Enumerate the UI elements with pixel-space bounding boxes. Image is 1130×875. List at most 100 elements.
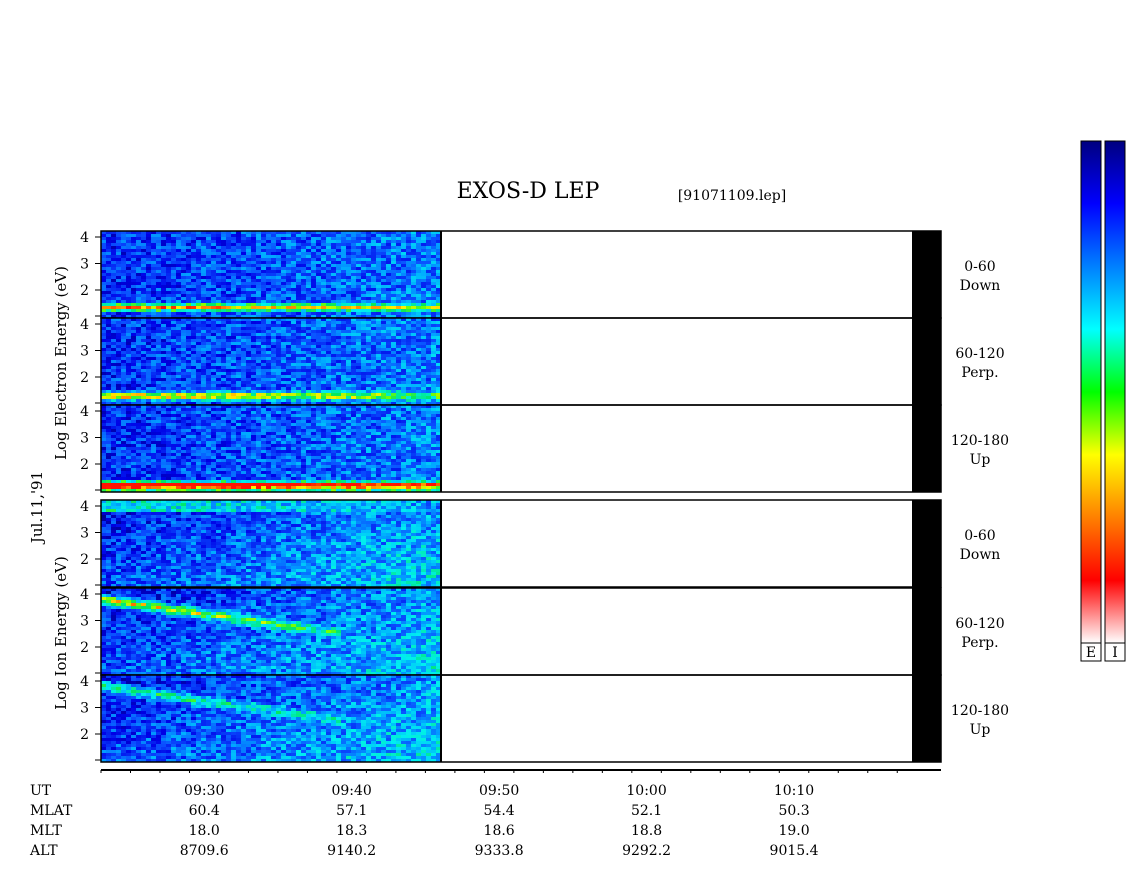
spectrogram-cell: [266, 240, 271, 243]
spectrogram-cell: [156, 462, 161, 465]
spectrogram-cell: [201, 285, 206, 288]
spectrogram-cell: [416, 270, 421, 273]
spectrogram-cell: [166, 264, 171, 267]
spectrogram-cell: [391, 306, 396, 309]
spectrogram-cell: [331, 342, 336, 345]
spectrogram-cell: [171, 369, 176, 372]
spectrogram-cell: [206, 273, 211, 276]
spectrogram-cell: [246, 372, 251, 375]
spectrogram-cell: [246, 330, 251, 333]
spectrogram-cell: [121, 384, 126, 387]
spectrogram-cell: [271, 396, 276, 399]
spectrogram-cell: [231, 444, 236, 447]
spectrogram-cell: [186, 249, 191, 252]
spectrogram-cell: [271, 363, 276, 366]
spectrogram-cell: [261, 432, 266, 435]
spectrogram-cell: [121, 318, 126, 321]
spectrogram-cell: [161, 321, 166, 324]
spectrogram-cell: [386, 333, 391, 336]
spectrogram-cell: [106, 255, 111, 258]
spectrogram-cell: [426, 249, 431, 252]
spectrogram-cell: [271, 318, 276, 321]
spectrogram-cell: [146, 381, 151, 384]
spectrogram-cell: [171, 348, 176, 351]
spectrogram-cell: [126, 306, 131, 309]
spectrogram-cell: [251, 315, 256, 318]
spectrogram-cell: [221, 468, 226, 471]
spectrogram-cell: [406, 333, 411, 336]
spectrogram-cell: [206, 447, 211, 450]
spectrogram-cell: [301, 321, 306, 324]
spectrogram-cell: [146, 408, 151, 411]
spectrogram-cell: [241, 369, 246, 372]
spectrogram-cell: [346, 285, 351, 288]
spectrogram-cell: [251, 309, 256, 312]
spectrogram-cell: [361, 237, 366, 240]
spectrogram-cell: [131, 297, 136, 300]
spectrogram-cell: [206, 489, 211, 492]
spectrogram-cell: [321, 348, 326, 351]
spectrogram-cell: [211, 444, 216, 447]
spectrogram-cell: [251, 438, 256, 441]
spectrogram-cell: [101, 306, 106, 309]
spectrogram-cell: [161, 405, 166, 408]
spectrogram-cell: [166, 258, 171, 261]
spectrogram-cell: [261, 417, 266, 420]
spectrogram-cell: [266, 462, 271, 465]
spectrogram-cell: [271, 270, 276, 273]
spectrogram-cell: [346, 315, 351, 318]
spectrogram-cell: [371, 243, 376, 246]
spectrogram-cell: [351, 249, 356, 252]
spectrogram-cell: [371, 300, 376, 303]
spectrogram-cell: [351, 324, 356, 327]
spectrogram-cell: [216, 231, 221, 234]
spectrogram-cell: [286, 357, 291, 360]
spectrogram-cell: [376, 330, 381, 333]
spectrogram-cell: [111, 474, 116, 477]
spectrogram-cell: [366, 243, 371, 246]
spectrogram-cell: [111, 369, 116, 372]
spectrogram-cell: [386, 300, 391, 303]
spectrogram-cell: [421, 285, 426, 288]
spectrogram-cell: [396, 240, 401, 243]
spectrogram-cell: [331, 291, 336, 294]
spectrogram-cell: [236, 381, 241, 384]
spectrogram-cell: [336, 258, 341, 261]
spectrogram-cell: [356, 363, 361, 366]
spectrogram-cell: [126, 333, 131, 336]
spectrogram-cell: [111, 354, 116, 357]
spectrogram-cell: [281, 360, 286, 363]
spectrogram-cell: [376, 342, 381, 345]
spectrogram-cell: [411, 240, 416, 243]
spectrogram-cell: [336, 348, 341, 351]
spectrogram-cell: [376, 318, 381, 321]
spectrogram-cell: [336, 324, 341, 327]
spectrogram-cell: [106, 288, 111, 291]
spectrogram-cell: [261, 237, 266, 240]
spectrogram-cell: [171, 396, 176, 399]
spectrogram-cell: [111, 363, 116, 366]
spectrogram-cell: [306, 276, 311, 279]
spectrogram-cell: [281, 300, 286, 303]
spectrogram-cell: [146, 459, 151, 462]
spectrogram-cell: [226, 258, 231, 261]
spectrogram-cell: [346, 384, 351, 387]
spectrogram-cell: [256, 288, 261, 291]
spectrogram-cell: [166, 255, 171, 258]
spectrogram-cell: [211, 300, 216, 303]
spectrogram-cell: [136, 468, 141, 471]
spectrogram-cell: [396, 249, 401, 252]
spectrogram-cell: [246, 387, 251, 390]
spectrogram-cell: [361, 294, 366, 297]
spectrogram-cell: [326, 396, 331, 399]
spectrogram-cell: [176, 393, 181, 396]
spectrogram-cell: [296, 333, 301, 336]
spectrogram-cell: [346, 231, 351, 234]
spectrogram-cell: [371, 360, 376, 363]
spectrogram-cell: [206, 291, 211, 294]
spectrogram-cell: [436, 237, 441, 240]
spectrogram-cell: [421, 276, 426, 279]
spectrogram-cell: [171, 360, 176, 363]
spectrogram-cell: [246, 405, 251, 408]
spectrogram-cell: [396, 369, 401, 372]
